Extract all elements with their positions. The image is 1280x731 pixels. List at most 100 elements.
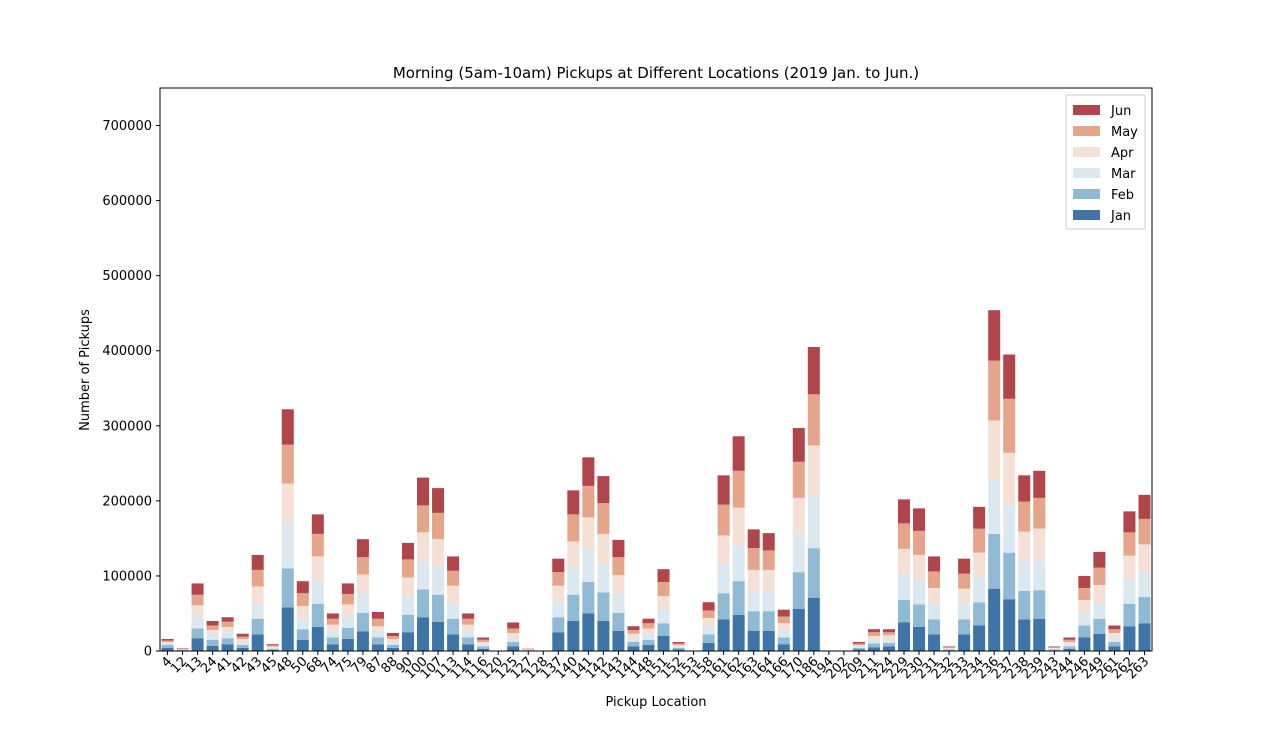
- bar-jun-142: [597, 476, 610, 504]
- bar-feb-263: [1138, 596, 1151, 624]
- bar-may-211: [867, 632, 880, 636]
- bar-may-137: [552, 572, 565, 586]
- bar-mar-209: [852, 646, 865, 648]
- bar-mar-158: [702, 626, 715, 635]
- bar-may-79: [356, 557, 369, 575]
- bar-may-142: [597, 503, 610, 534]
- bars-group: [161, 310, 1151, 651]
- bar-mar-232: [943, 648, 956, 650]
- bar-feb-262: [1123, 603, 1136, 627]
- bar-apr-125: [507, 632, 520, 638]
- bar-apr-230: [913, 554, 926, 581]
- bar-apr-13: [191, 605, 204, 617]
- bar-jan-231: [928, 634, 941, 651]
- bar-jun-262: [1123, 511, 1136, 533]
- bar-jun-151: [657, 569, 670, 582]
- bar-apr-45: [266, 646, 279, 648]
- bar-mar-170: [792, 533, 805, 573]
- bar-jan-13: [191, 638, 204, 651]
- bar-jan-233: [958, 634, 971, 651]
- bar-jun-170: [792, 428, 805, 462]
- y-tick-label: 700000: [102, 119, 152, 134]
- bar-apr-107: [432, 539, 445, 567]
- bar-jan-68: [311, 626, 324, 651]
- bar-feb-68: [311, 603, 324, 627]
- bar-jan-88: [386, 648, 399, 651]
- bar-jan-43: [251, 634, 264, 651]
- bar-jan-162: [732, 614, 745, 651]
- bar-jan-211: [867, 647, 880, 651]
- bar-feb-50: [296, 629, 309, 640]
- bar-may-45: [266, 645, 279, 647]
- bar-apr-233: [958, 588, 971, 604]
- bar-jan-143: [612, 630, 625, 651]
- bar-may-114: [462, 618, 475, 625]
- bar-feb-151: [657, 623, 670, 636]
- bar-feb-125: [507, 641, 520, 647]
- bar-jun-125: [507, 622, 520, 629]
- bar-may-161: [717, 504, 730, 536]
- bar-apr-224: [882, 635, 895, 639]
- bar-jun-231: [928, 556, 941, 572]
- bar-feb-246: [1078, 625, 1091, 638]
- bar-apr-232: [943, 648, 956, 649]
- legend-label-mar: Mar: [1111, 167, 1136, 182]
- bar-feb-13: [191, 628, 204, 639]
- bar-jun-238: [1018, 475, 1031, 502]
- bar-mar-224: [882, 638, 895, 643]
- bar-jun-24: [206, 620, 219, 626]
- bar-may-170: [792, 461, 805, 498]
- bar-may-144: [627, 629, 640, 634]
- bar-mar-262: [1123, 578, 1136, 604]
- chart-title: Morning (5am-10am) Pickups at Different …: [393, 64, 919, 82]
- bar-jun-90: [401, 542, 415, 560]
- bar-may-41: [221, 621, 234, 627]
- y-tick-label: 0: [144, 645, 152, 660]
- bar-apr-87: [371, 626, 384, 632]
- bar-jan-50: [296, 639, 309, 651]
- bar-feb-244: [1063, 646, 1076, 649]
- bar-jun-152: [672, 641, 685, 644]
- bar-mar-263: [1138, 571, 1151, 597]
- bar-may-48: [281, 444, 294, 484]
- bar-jan-4: [161, 648, 174, 651]
- bar-jun-243: [1048, 646, 1061, 648]
- bar-jun-88: [386, 632, 399, 636]
- bar-feb-114: [462, 637, 475, 645]
- bar-may-229: [897, 523, 911, 549]
- bar-may-224: [882, 632, 895, 636]
- bar-mar-43: [251, 602, 264, 619]
- bar-may-87: [371, 618, 384, 627]
- bar-feb-79: [356, 612, 369, 632]
- bar-apr-100: [417, 532, 430, 561]
- bar-mar-164: [762, 590, 775, 612]
- bar-jan-209: [852, 649, 865, 651]
- bar-apr-211: [867, 635, 880, 640]
- bar-jan-224: [882, 646, 895, 651]
- bar-jan-151: [657, 635, 670, 651]
- bar-jun-237: [1003, 354, 1016, 399]
- y-tick-label: 300000: [102, 419, 152, 434]
- plot-frame: [159, 87, 1153, 652]
- bar-jan-158: [702, 642, 715, 651]
- bar-mar-243: [1048, 648, 1061, 650]
- y-tick-label: 200000: [102, 494, 152, 509]
- bar-jun-261: [1108, 625, 1121, 630]
- bar-may-90: [401, 559, 415, 578]
- bar-apr-263: [1138, 544, 1151, 572]
- bar-mar-162: [732, 545, 745, 582]
- bar-jun-186: [807, 346, 820, 395]
- bar-jan-116: [477, 648, 490, 651]
- bar-may-148: [642, 623, 655, 629]
- bar-may-125: [507, 628, 520, 633]
- bar-feb-162: [732, 581, 745, 615]
- bar-feb-143: [612, 612, 625, 631]
- bar-mar-90: [401, 596, 415, 615]
- bar-jan-41: [221, 644, 234, 651]
- bar-may-243: [1048, 647, 1061, 648]
- bar-apr-164: [762, 569, 775, 591]
- bar-apr-143: [612, 575, 625, 594]
- bar-feb-87: [371, 637, 384, 645]
- bar-jan-244: [1063, 648, 1076, 651]
- bar-apr-161: [717, 535, 730, 564]
